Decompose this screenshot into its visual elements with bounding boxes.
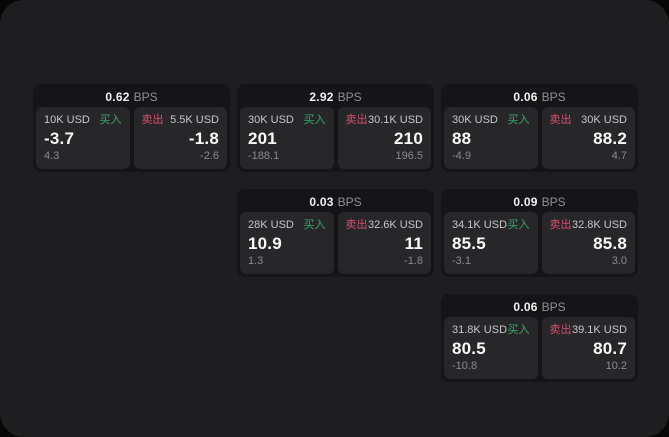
bps-unit: BPS xyxy=(337,90,362,104)
buy-change: -10.8 xyxy=(452,360,478,372)
sell-change: -1.8 xyxy=(404,255,423,267)
bps-unit: BPS xyxy=(133,90,158,104)
bps-header: 0.62 BPS xyxy=(36,87,227,107)
quote-panels: 31.8K USD 买入 80.5 -10.8 卖出 39.1K USD 80.… xyxy=(444,317,635,379)
quote-card: 0.06 BPS 31.8K USD 买入 80.5 -10.8 卖出 39.1… xyxy=(441,294,638,382)
quote-card: 0.03 BPS 28K USD 买入 10.9 1.3 卖出 32.6K US… xyxy=(237,189,434,277)
sell-panel[interactable]: 卖出 32.6K USD 11 -1.8 xyxy=(337,212,431,274)
buy-price: 80.5 xyxy=(452,339,486,358)
sell-size: 32.6K USD xyxy=(367,219,423,231)
sell-price: 88.2 xyxy=(593,129,627,148)
sell-price: 85.8 xyxy=(593,234,627,253)
sell-change: 10.2 xyxy=(605,360,627,372)
sell-price: 210 xyxy=(394,129,423,148)
sell-size: 39.1K USD xyxy=(571,324,627,336)
bps-unit: BPS xyxy=(541,300,566,314)
sell-action-label: 卖出 xyxy=(549,114,572,126)
buy-change: -188.1 xyxy=(248,150,280,162)
buy-size: 34.1K USD xyxy=(452,219,508,231)
sell-action-label: 卖出 xyxy=(345,114,368,126)
bps-header: 0.03 BPS xyxy=(240,192,431,212)
sell-action-label: 卖出 xyxy=(549,219,572,231)
sell-action-label: 卖出 xyxy=(549,324,572,336)
buy-panel[interactable]: 34.1K USD 买入 85.5 -3.1 xyxy=(444,212,538,274)
sell-change: 3.0 xyxy=(611,255,627,267)
sell-size: 30.1K USD xyxy=(367,114,423,126)
bps-header: 0.06 BPS xyxy=(444,87,635,107)
sell-price: 80.7 xyxy=(593,339,627,358)
quote-panels: 28K USD 买入 10.9 1.3 卖出 32.6K USD 11 -1.8 xyxy=(240,212,431,274)
buy-change: 1.3 xyxy=(248,255,264,267)
buy-size: 28K USD xyxy=(248,219,294,231)
quote-card: 2.92 BPS 30K USD 买入 201 -188.1 卖出 30.1K … xyxy=(237,84,434,172)
sell-action-label: 卖出 xyxy=(345,219,368,231)
buy-action-label: 买入 xyxy=(303,114,326,126)
buy-change: -3.1 xyxy=(452,255,471,267)
quote-panels: 30K USD 买入 88 -4.9 卖出 30K USD 88.2 4.7 xyxy=(444,107,635,169)
buy-action-label: 买入 xyxy=(507,219,530,231)
buy-price: 88 xyxy=(452,129,472,148)
quote-panels: 30K USD 买入 201 -188.1 卖出 30.1K USD 210 1… xyxy=(240,107,431,169)
buy-price: 85.5 xyxy=(452,234,486,253)
bps-unit: BPS xyxy=(541,195,566,209)
buy-action-label: 买入 xyxy=(507,324,530,336)
sell-size: 30K USD xyxy=(581,114,627,126)
buy-change: -4.9 xyxy=(452,150,471,162)
buy-action-label: 买入 xyxy=(507,114,530,126)
bps-value: 0.62 xyxy=(105,90,130,104)
buy-panel[interactable]: 30K USD 买入 201 -188.1 xyxy=(240,107,334,169)
quote-panels: 34.1K USD 买入 85.5 -3.1 卖出 32.8K USD 85.8… xyxy=(444,212,635,274)
buy-price: 10.9 xyxy=(248,234,282,253)
buy-size: 30K USD xyxy=(248,114,294,126)
sell-price: -1.8 xyxy=(188,129,219,148)
buy-panel[interactable]: 10K USD 买入 -3.7 4.3 xyxy=(36,107,130,169)
sell-panel[interactable]: 卖出 5.5K USD -1.8 -2.6 xyxy=(133,107,227,169)
sell-change: 196.5 xyxy=(395,150,423,162)
bps-value: 0.09 xyxy=(513,195,538,209)
bps-unit: BPS xyxy=(337,195,362,209)
bps-value: 2.92 xyxy=(309,90,334,104)
buy-price: -3.7 xyxy=(44,129,75,148)
bps-header: 0.06 BPS xyxy=(444,297,635,317)
bps-header: 2.92 BPS xyxy=(240,87,431,107)
sell-panel[interactable]: 卖出 39.1K USD 80.7 10.2 xyxy=(541,317,635,379)
buy-size: 10K USD xyxy=(44,114,90,126)
buy-panel[interactable]: 30K USD 买入 88 -4.9 xyxy=(444,107,538,169)
sell-change: -2.6 xyxy=(200,150,219,162)
sell-size: 5.5K USD xyxy=(170,114,219,126)
bps-unit: BPS xyxy=(541,90,566,104)
sell-panel[interactable]: 卖出 32.8K USD 85.8 3.0 xyxy=(541,212,635,274)
sell-panel[interactable]: 卖出 30K USD 88.2 4.7 xyxy=(541,107,635,169)
buy-size: 31.8K USD xyxy=(452,324,508,336)
quote-grid: 0.62 BPS 10K USD 买入 -3.7 4.3 卖出 5.5K USD xyxy=(33,84,638,382)
quote-card: 0.06 BPS 30K USD 买入 88 -4.9 卖出 30K USD xyxy=(441,84,638,172)
buy-panel[interactable]: 31.8K USD 买入 80.5 -10.8 xyxy=(444,317,538,379)
bps-value: 0.06 xyxy=(513,90,538,104)
sell-panel[interactable]: 卖出 30.1K USD 210 196.5 xyxy=(337,107,431,169)
quote-panels: 10K USD 买入 -3.7 4.3 卖出 5.5K USD -1.8 -2.… xyxy=(36,107,227,169)
quote-card: 0.62 BPS 10K USD 买入 -3.7 4.3 卖出 5.5K USD xyxy=(33,84,230,172)
buy-action-label: 买入 xyxy=(303,219,326,231)
sell-change: 4.7 xyxy=(611,150,627,162)
buy-action-label: 买入 xyxy=(99,114,122,126)
buy-size: 30K USD xyxy=(452,114,498,126)
quote-card: 0.09 BPS 34.1K USD 买入 85.5 -3.1 卖出 32.8K… xyxy=(441,189,638,277)
buy-panel[interactable]: 28K USD 买入 10.9 1.3 xyxy=(240,212,334,274)
buy-price: 201 xyxy=(248,129,277,148)
sell-action-label: 卖出 xyxy=(141,114,164,126)
bps-header: 0.09 BPS xyxy=(444,192,635,212)
bps-value: 0.03 xyxy=(309,195,334,209)
sell-size: 32.8K USD xyxy=(571,219,627,231)
sell-price: 11 xyxy=(404,234,423,253)
buy-change: 4.3 xyxy=(44,150,60,162)
bps-value: 0.06 xyxy=(513,300,538,314)
